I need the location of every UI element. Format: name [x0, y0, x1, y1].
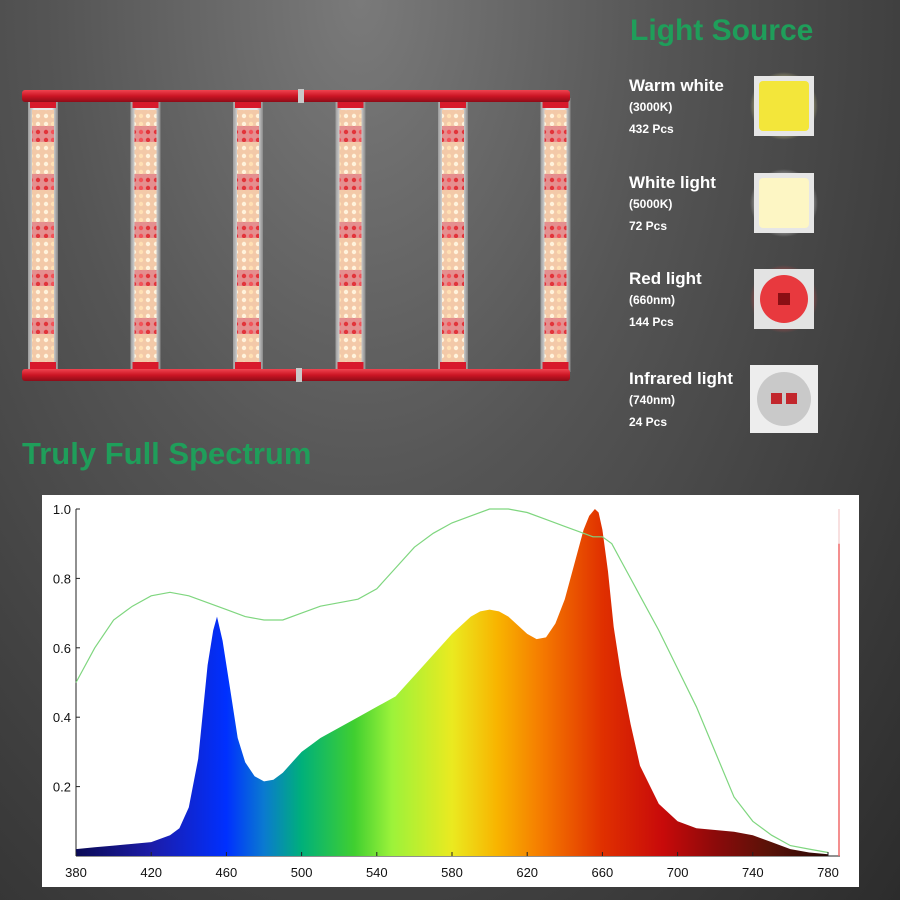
white-led-chip [750, 169, 818, 237]
light-source-count: 24 Pcs [629, 415, 668, 429]
light-source-infrared: Infrared light (740nm) 24 Pcs [628, 363, 888, 443]
led-strip [335, 98, 366, 374]
x-tick-label: 740 [742, 865, 764, 880]
light-source-count: 72 Pcs [629, 219, 668, 233]
x-tick-label: 540 [366, 865, 388, 880]
light-source-spec: (740nm) [629, 393, 676, 407]
light-source-spec: (5000K) [629, 197, 673, 211]
spectrum-chart: 0.2 0.4 0.6 0.8 1.0 380 420 460 500 540 580 620 660 7… [42, 495, 859, 887]
y-tick-label: 0.2 [53, 780, 71, 795]
led-strip [540, 98, 571, 374]
x-tick-label: 500 [291, 865, 313, 880]
x-tick-label: 420 [140, 865, 162, 880]
led-strip [28, 98, 58, 374]
spectrum-title: Truly Full Spectrum [22, 436, 312, 471]
y-tick-label: 1.0 [53, 502, 71, 517]
y-tick-label: 0.4 [53, 710, 71, 725]
y-tick-label: 0.6 [53, 641, 71, 656]
light-source-white: White light (5000K) 72 Pcs [628, 167, 888, 247]
y-tick-label: 0.8 [53, 571, 71, 586]
sensitivity-line [75, 508, 829, 854]
x-tick-label: 580 [441, 865, 463, 880]
led-strip [233, 98, 263, 374]
led-strip [438, 98, 468, 374]
light-source-count: 144 Pcs [629, 315, 674, 329]
x-tick-label: 620 [516, 865, 538, 880]
spectrum-area [76, 509, 828, 856]
x-tick-label: 460 [216, 865, 238, 880]
red-led-chip [750, 265, 818, 333]
spectrum-chart-svg: 0.2 0.4 0.6 0.8 1.0 380 420 460 500 540 580 620 660 7… [53, 502, 840, 880]
light-source-count: 432 Pcs [629, 122, 674, 136]
light-source-red: Red light (660nm) 144 Pcs [628, 263, 888, 343]
light-source-warm-white: Warm white (3000K) 432 Pcs [628, 70, 888, 150]
x-tick-label: 780 [817, 865, 839, 880]
light-source-name: White light [629, 173, 716, 192]
x-tick-label: 660 [592, 865, 614, 880]
light-source-title: Light Source [630, 14, 814, 47]
light-source-name: Infrared light [629, 369, 733, 388]
led-grow-light-fixture [22, 89, 571, 382]
light-source-spec: (3000K) [629, 100, 673, 114]
light-source-spec: (660nm) [629, 293, 676, 307]
light-source-name: Red light [629, 269, 702, 288]
top-frame-bar [22, 90, 570, 102]
led-strip [130, 98, 161, 374]
warm-white-led-chip [750, 72, 818, 140]
infrared-led-chip [750, 365, 818, 433]
x-tick-label: 380 [65, 865, 87, 880]
light-source-name: Warm white [629, 76, 724, 95]
x-tick-label: 700 [667, 865, 689, 880]
